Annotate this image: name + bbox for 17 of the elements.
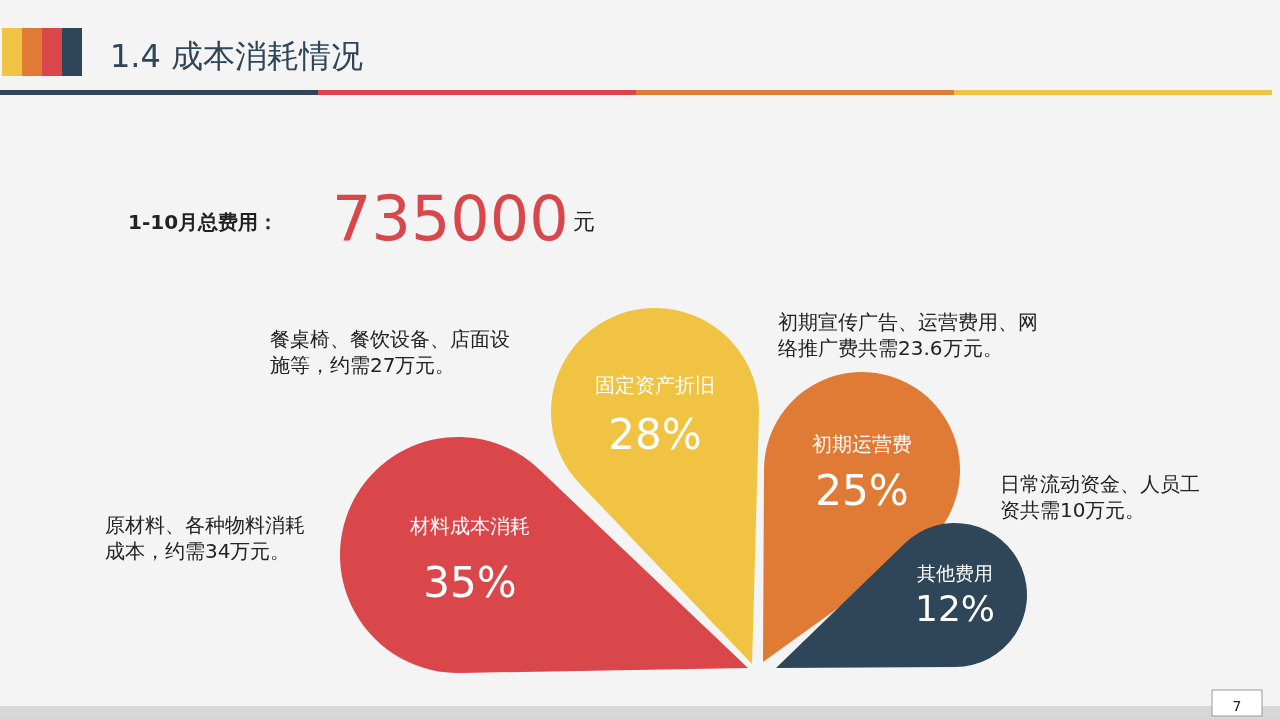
data-label: 35% (423, 558, 517, 608)
text: 7 (1232, 698, 1242, 714)
category-label: 初期运营费 (812, 432, 912, 457)
text: 初期宣传广告、运营费用、网络推广费共需23.6万元。 (778, 310, 1038, 360)
data-label: 12% (914, 587, 996, 629)
category-label: 其他费用 (917, 561, 993, 584)
data-label: 28% (608, 410, 702, 460)
data-label: 25% (815, 466, 909, 516)
text: 735000 (332, 182, 569, 255)
text: 日常流动资金、人员工资共需10万元。 (1000, 472, 1200, 522)
text: 1.4 成本消耗情况 (110, 37, 364, 75)
text: 元 (572, 209, 595, 234)
text: 餐桌椅、餐饮设备、店面设施等，约需27万元。 (270, 327, 510, 377)
text: 原材料、各种物料消耗成本，约需34万元。 (105, 513, 305, 563)
text: 1-10月总费用： (128, 210, 279, 234)
category-label: 材料成本消耗 (409, 514, 530, 539)
category-label: 固定资产折旧 (595, 373, 715, 398)
